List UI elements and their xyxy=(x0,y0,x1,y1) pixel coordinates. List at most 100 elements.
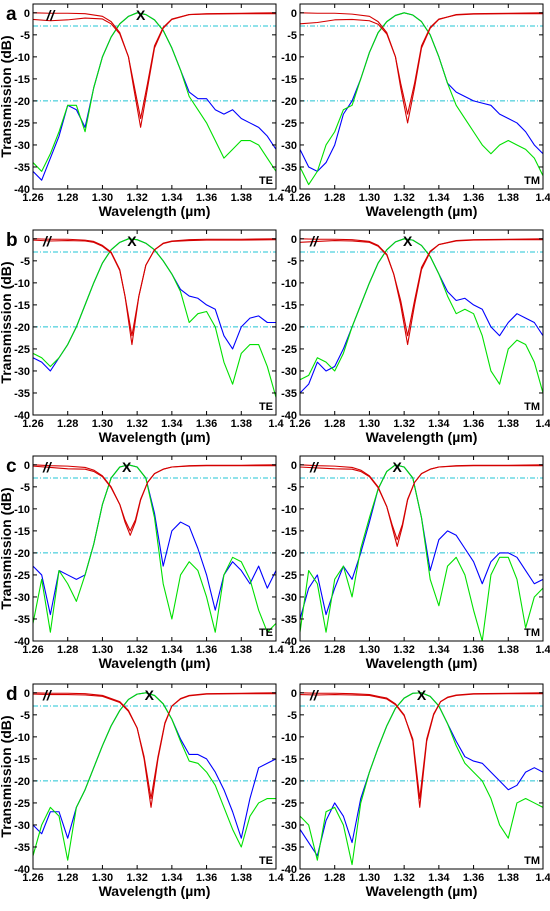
y-tick-label: 0 xyxy=(291,8,297,20)
series-group xyxy=(33,12,276,181)
bar-marker: // xyxy=(309,233,320,249)
x-tick-label: 1.30 xyxy=(92,192,113,204)
x-tick-label: 1.4 xyxy=(535,192,550,204)
series-line-bar xyxy=(300,238,543,346)
x-tick-label: 1.30 xyxy=(359,872,380,884)
y-tick-label: -35 xyxy=(281,162,297,174)
x-tick-label: 1.34 xyxy=(428,644,450,656)
y-tick-label: -10 xyxy=(281,732,297,744)
series-line-bar-sim xyxy=(300,13,543,115)
x-tick-label: 1.36 xyxy=(463,192,484,204)
series-group xyxy=(33,464,276,633)
series-line-bar xyxy=(300,12,543,124)
x-tick-label: 1.36 xyxy=(196,192,217,204)
y-tick-label: -15 xyxy=(281,526,297,538)
x-tick-label: 1.36 xyxy=(463,644,484,656)
x-tick-label: 1.30 xyxy=(92,418,113,430)
x-tick-label: 1.38 xyxy=(231,418,252,430)
y-tick-label: -20 xyxy=(14,96,30,108)
x-tick-label: 1.30 xyxy=(92,644,113,656)
series-line-cross-sim xyxy=(300,12,543,186)
y-tick-label: -30 xyxy=(14,140,30,152)
y-tick-label: -40 xyxy=(281,864,297,876)
series-line-cross-sim xyxy=(300,692,543,866)
x-tick-label: 1.34 xyxy=(428,192,450,204)
plot-b-TE: 1.26 1.28 1.30 1.32 1.34 1.36 1.38 1.4 0 -5 -10 -15… xyxy=(0,229,285,445)
y-tick-label: -10 xyxy=(14,52,30,64)
y-tick-label: -5 xyxy=(20,482,30,494)
x-tick-label: 1.36 xyxy=(196,418,217,430)
y-tick-label: -10 xyxy=(281,504,297,516)
x-tick-label: 1.30 xyxy=(359,418,380,430)
bar-marker: // xyxy=(42,687,53,703)
y-tick-label: -5 xyxy=(287,30,297,42)
x-tick-label: 1.32 xyxy=(393,418,414,430)
series-line-cross xyxy=(300,464,543,620)
x-tick-label: 1.34 xyxy=(428,418,450,430)
x-axis-label: Wavelength (µm) xyxy=(99,203,211,219)
x-tick-label: 1.38 xyxy=(498,872,519,884)
y-axis-label: Transmission (dB) xyxy=(0,261,14,383)
x-tick-label: 1.34 xyxy=(161,644,183,656)
panel-b: b 1.26 1.28 1.30 1.32 1.34 1.36 1.38 1.4 0 -5 -10 -1… xyxy=(0,229,550,445)
x-tick-label: 1.28 xyxy=(57,418,78,430)
y-tick-label: -20 xyxy=(281,96,297,108)
x-tick-label: 1.28 xyxy=(324,644,345,656)
x-axis-label: Wavelength (µm) xyxy=(366,655,478,671)
x-tick-label: 1.30 xyxy=(92,872,113,884)
x-tick-label: 1.26 xyxy=(289,418,310,430)
plot-d-TE: 1.26 1.28 1.30 1.32 1.34 1.36 1.38 1.4 0 -5 -10 -15… xyxy=(0,683,285,899)
x-tick-label: 1.30 xyxy=(359,644,380,656)
y-tick-label: -35 xyxy=(14,162,30,174)
series-line-bar-sim xyxy=(33,465,276,532)
x-axis-label: Wavelength (µm) xyxy=(99,655,211,671)
cross-marker: X xyxy=(417,687,427,703)
panel-c: c 1.26 1.28 1.30 1.32 1.34 1.36 1.38 1.4 0 -5 -10 -1… xyxy=(0,455,550,671)
plot-c-TM: 1.26 1.28 1.30 1.32 1.34 1.36 1.38 1.4 0 -5 -10 -15… xyxy=(281,455,550,671)
series-line-cross-sim xyxy=(33,464,276,633)
plot-a-TM: 1.26 1.28 1.30 1.32 1.34 1.36 1.38 1.4 0 -5 -10 -15… xyxy=(281,3,550,219)
bar-marker: // xyxy=(42,459,53,475)
y-tick-label: -35 xyxy=(14,388,30,400)
y-tick-label: -25 xyxy=(281,118,297,130)
corner-label: TM xyxy=(524,855,540,867)
y-tick-label: -10 xyxy=(14,732,30,744)
corner-label: TM xyxy=(524,175,540,187)
y-tick-label: 0 xyxy=(291,688,297,700)
cross-marker: X xyxy=(403,233,413,249)
series-line-cross xyxy=(33,464,276,616)
x-tick-label: 1.34 xyxy=(428,872,450,884)
plot-a-TE: 1.26 1.28 1.30 1.32 1.34 1.36 1.38 1.4 0 -5 -10 -15… xyxy=(0,3,285,219)
series-group xyxy=(33,692,276,861)
plot-frame xyxy=(299,455,544,642)
y-tick-label: -25 xyxy=(281,798,297,810)
y-tick-label: -30 xyxy=(281,820,297,832)
plot-frame xyxy=(32,683,277,870)
y-axis-label: Transmission (dB) xyxy=(0,715,14,837)
series-group xyxy=(300,692,543,866)
panel-letter: b xyxy=(6,230,18,251)
x-tick-label: 1.36 xyxy=(463,418,484,430)
x-tick-label: 1.38 xyxy=(498,192,519,204)
cross-marker: X xyxy=(145,687,155,703)
x-tick-label: 1.28 xyxy=(57,644,78,656)
x-tick-label: 1.26 xyxy=(289,192,310,204)
series-line-cross xyxy=(300,238,543,394)
x-tick-label: 1.26 xyxy=(22,644,43,656)
y-tick-label: -15 xyxy=(14,74,30,86)
y-tick-label: 0 xyxy=(291,234,297,246)
series-line-cross-sim xyxy=(300,464,543,641)
x-tick-label: 1.32 xyxy=(393,872,414,884)
series-group xyxy=(300,12,543,186)
y-tick-label: -25 xyxy=(14,344,30,356)
series-group xyxy=(300,464,543,641)
series-line-cross-sim xyxy=(33,238,276,398)
y-tick-label: -30 xyxy=(14,366,30,378)
series-line-bar-sim xyxy=(300,465,543,541)
x-tick-label: 1.36 xyxy=(463,872,484,884)
plot-frame xyxy=(32,455,277,642)
y-tick-label: -15 xyxy=(281,754,297,766)
y-tick-label: 0 xyxy=(24,460,30,472)
plot-b-TM: 1.26 1.28 1.30 1.32 1.34 1.36 1.38 1.4 0 -5 -10 -15… xyxy=(281,229,550,445)
x-tick-label: 1.26 xyxy=(289,872,310,884)
